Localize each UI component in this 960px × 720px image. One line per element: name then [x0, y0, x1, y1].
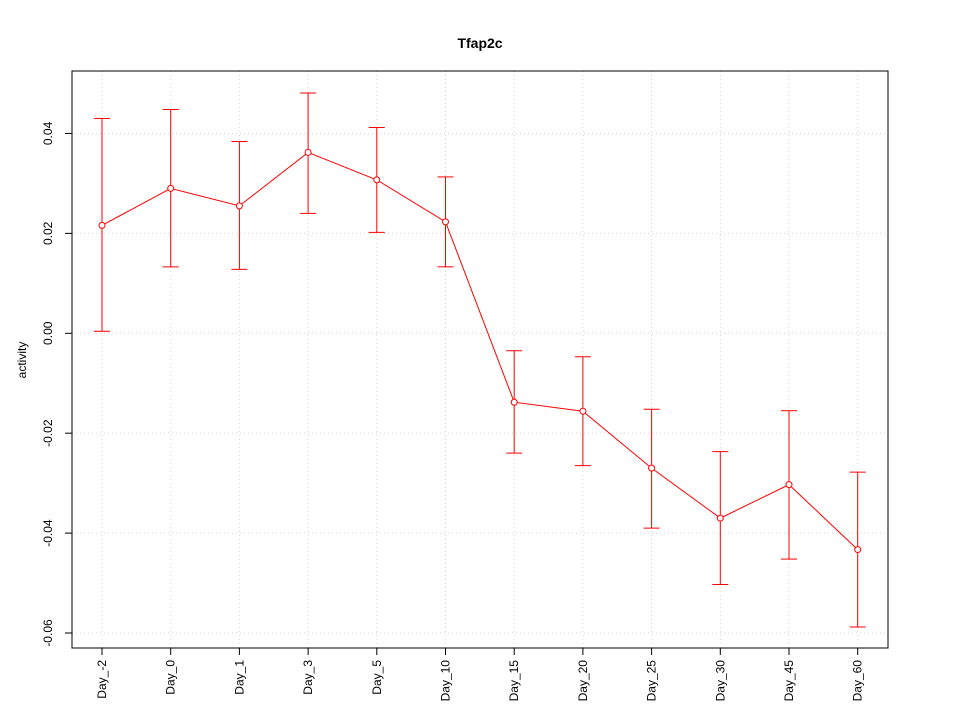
grid-layer [72, 71, 888, 648]
y-axis-label: activity [15, 342, 29, 379]
x-tick-label: Day_60 [851, 660, 865, 702]
x-tick-label: Day_1 [232, 660, 246, 695]
data-point [304, 148, 312, 156]
x-tick-label: Day_25 [645, 660, 659, 702]
data-point [579, 407, 587, 415]
chart-title: Tfap2c [457, 35, 502, 51]
x-tick-label: Day_30 [713, 660, 727, 702]
data-point [648, 464, 656, 472]
y-tick-label: 0.00 [41, 321, 55, 345]
data-point [442, 218, 449, 226]
series-layer [94, 92, 866, 628]
y-tick-label: -0.04 [41, 519, 55, 547]
data-point [716, 514, 724, 522]
data-point [373, 176, 381, 184]
y-tick-label: -0.02 [41, 419, 55, 447]
data-point [854, 546, 862, 554]
y-tick-label: -0.06 [41, 619, 55, 647]
x-tick-label: Day_45 [782, 660, 796, 702]
data-point [785, 481, 793, 489]
x-tick-label: Day_3 [301, 660, 315, 695]
plot-frame [71, 70, 889, 649]
y-tick-label: 0.04 [41, 121, 55, 145]
x-tick-label: Day_10 [439, 660, 453, 702]
y-tick-label: 0.02 [41, 221, 55, 245]
x-tick-label: Day_0 [164, 660, 178, 695]
axis-layer: Day_-2 Day_0 Day_1 Day_3 Day_5 Day_10 Day_15 Da… [41, 121, 865, 701]
x-tick-label: Day_5 [370, 660, 384, 695]
x-tick-label: Day_20 [576, 660, 590, 702]
data-point [167, 184, 175, 192]
data-point [510, 398, 518, 406]
x-tick-label: Day_15 [507, 660, 521, 702]
series-line [101, 151, 859, 550]
x-tick-label: Day_-2 [95, 660, 109, 699]
data-point [98, 221, 106, 229]
data-point [235, 202, 243, 210]
